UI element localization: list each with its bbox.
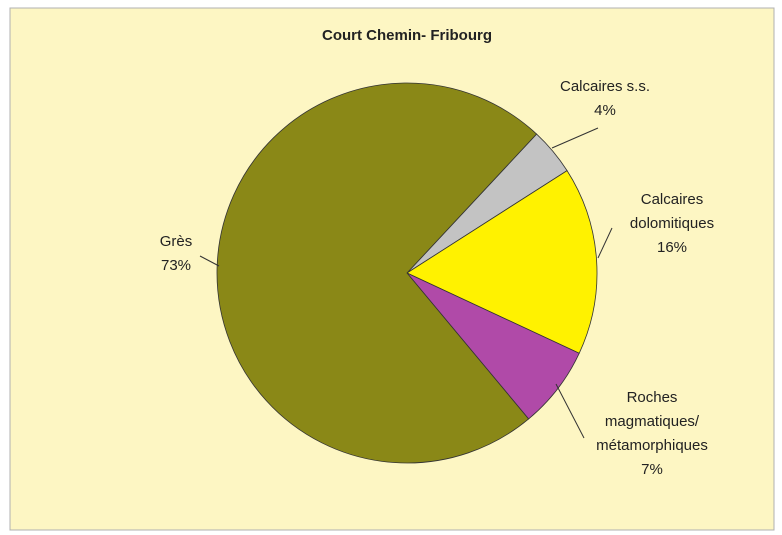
slice-name: Calcaires s.s. xyxy=(559,78,651,95)
pie-slice xyxy=(216,82,538,464)
slice-percent: 73% xyxy=(160,257,192,274)
slice-name: Roches magmatiques/ métamorphiques xyxy=(596,389,708,454)
slice-label: Grès 73% xyxy=(106,230,246,278)
slice-label: Roches magmatiques/ métamorphiques 7% xyxy=(582,386,722,482)
slice-percent: 4% xyxy=(594,102,616,119)
slice-percent: 16% xyxy=(656,239,688,256)
slice-label: Calcaires s.s. 4% xyxy=(535,75,675,123)
leader-line xyxy=(199,255,220,267)
slice-name: Grès xyxy=(159,233,193,250)
slice-percent: 7% xyxy=(641,461,663,478)
pie-slice xyxy=(406,170,598,354)
leader-line xyxy=(555,383,585,439)
leader-line xyxy=(597,227,613,259)
slice-name: Calcaires dolomitiques xyxy=(629,191,715,232)
chart-title: Court Chemin- Fribourg xyxy=(322,27,492,44)
leader-line xyxy=(551,127,599,149)
slice-label: Calcaires dolomitiques 16% xyxy=(602,188,742,260)
